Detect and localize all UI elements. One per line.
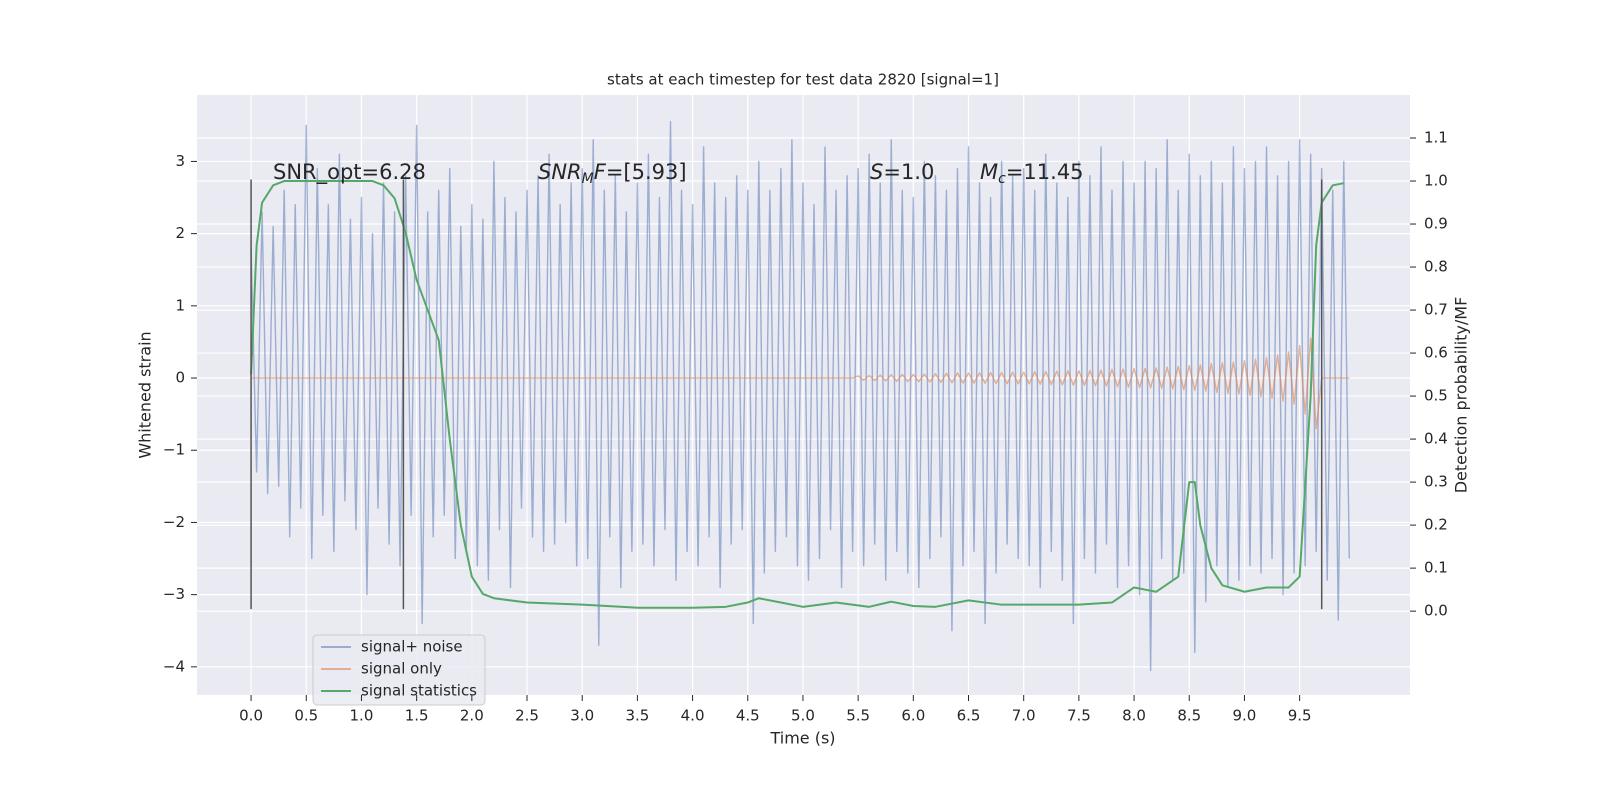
legend-box	[312, 634, 486, 706]
y-tick-label: 1	[175, 296, 185, 314]
y-tick-label: −4	[163, 657, 185, 675]
y2-tick-label: 0.9	[1424, 215, 1448, 233]
x-tick-label: 1.5	[405, 707, 429, 725]
legend-label: signal only	[361, 660, 442, 678]
annotation-part: =11.45	[1006, 160, 1084, 184]
legend-label: signal+ noise	[361, 638, 463, 656]
marks	[250, 121, 1350, 672]
annotation-part: M	[980, 160, 998, 184]
y-tick-label: −2	[163, 513, 185, 531]
y-tick-label: 2	[175, 224, 185, 242]
y-axis-label: Whitened strain	[136, 331, 155, 458]
y2-tick-label: 0.6	[1424, 344, 1448, 362]
x-tick-label: 0.5	[294, 707, 318, 725]
y2-tick-label: 0.5	[1424, 387, 1448, 405]
x-tick-label: 9.5	[1288, 707, 1312, 725]
annotation-part: =[5.93]	[606, 160, 687, 184]
x-tick-label: 5.5	[846, 707, 870, 725]
y2-tick-label: 0.0	[1424, 602, 1448, 620]
y2-tick-label: 0.7	[1424, 301, 1448, 319]
x-tick-label: 7.5	[1067, 707, 1091, 725]
annotations: SNR_opt=6.28 SNRMF=[5.93] S=1.0 Mc=11.45sig…	[250, 160, 1323, 706]
y-tick-label: 3	[175, 152, 185, 170]
x-tick-label: 0.0	[239, 707, 263, 725]
x-tick-label: 2.5	[515, 707, 539, 725]
x-tick-label: 9.0	[1233, 707, 1257, 725]
y2-tick-label: 1.1	[1424, 129, 1448, 147]
annotation-part: =1.0	[883, 160, 934, 184]
y2-tick-label: 0.8	[1424, 258, 1448, 276]
annotation: SNR_opt=6.28	[273, 160, 426, 185]
x-tick-label: 8.0	[1122, 707, 1146, 725]
y-tick-label: −1	[163, 441, 185, 459]
annotation-part: F	[594, 160, 607, 184]
x-tick-label: 6.0	[901, 707, 925, 725]
y-tick-label: −3	[163, 585, 185, 603]
annotation-part: S	[870, 160, 883, 184]
y2-tick-label: 0.1	[1424, 559, 1448, 577]
annotation: Mc=11.45	[980, 160, 1084, 187]
chart-title: stats at each timestep for test data 282…	[607, 71, 999, 89]
y2-axis-label: Detection probability/MF	[1452, 297, 1471, 494]
annotation: SNRMF=[5.93]	[538, 160, 687, 187]
y2-tick-label: 0.4	[1424, 430, 1448, 448]
x-tick-label: 3.5	[625, 707, 649, 725]
y2-tick-label: 1.0	[1424, 172, 1448, 190]
series-line	[250, 180, 1344, 609]
legend: signal+ noise signal only signal statistic…	[312, 634, 486, 706]
x-tick-label: 8.5	[1177, 707, 1201, 725]
x-tick-label: 2.0	[460, 707, 484, 725]
x-tick-label: 4.0	[681, 707, 705, 725]
legend-label: signal statistics	[361, 682, 477, 700]
y2-tick-label: 0.3	[1424, 473, 1448, 491]
annotation-part: M	[582, 171, 594, 187]
x-tick-label: 5.0	[791, 707, 815, 725]
annotation-part: c	[998, 171, 1006, 187]
x-axis-label: Time (s)	[769, 729, 835, 748]
x-tick-label: 3.0	[570, 707, 594, 725]
annotation-part: SNR_opt=6.28	[273, 160, 426, 185]
series-line	[251, 337, 1350, 430]
y2-tick-label: 0.2	[1424, 516, 1448, 534]
series-line	[250, 121, 1350, 672]
annotation-part: SNR	[538, 160, 582, 184]
y-tick-label: 0	[175, 369, 185, 387]
x-tick-label: 4.5	[736, 707, 760, 725]
x-tick-label: 1.0	[350, 707, 374, 725]
x-tick-label: 7.0	[1012, 707, 1036, 725]
x-tick-label: 6.5	[957, 707, 981, 725]
annotation: S=1.0	[870, 160, 934, 184]
